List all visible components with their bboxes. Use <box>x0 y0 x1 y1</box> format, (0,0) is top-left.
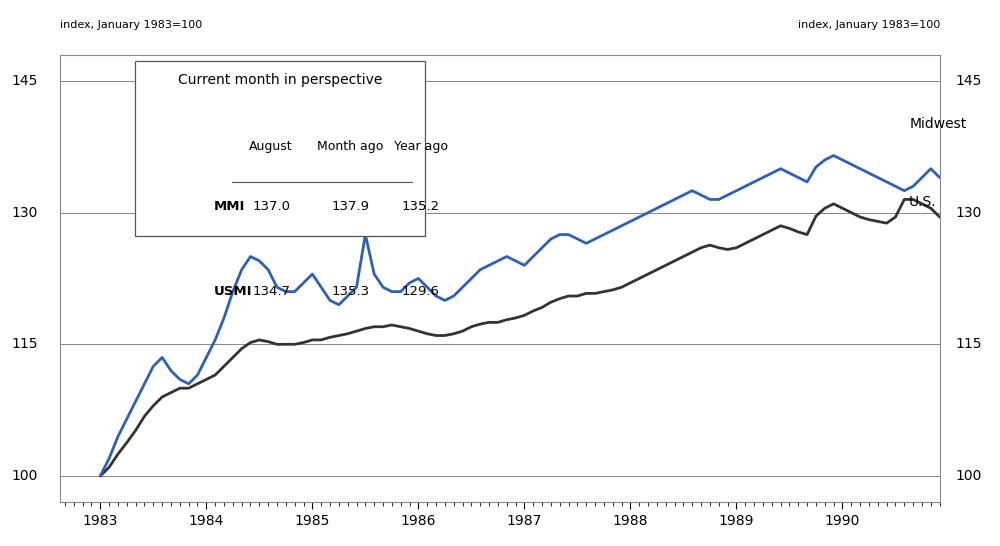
Text: 129.6: 129.6 <box>402 285 440 298</box>
Text: 130: 130 <box>956 206 982 219</box>
Text: 115: 115 <box>12 337 38 351</box>
Text: 100: 100 <box>12 469 38 483</box>
Text: Year ago: Year ago <box>394 140 448 153</box>
Text: index, January 1983=100: index, January 1983=100 <box>798 20 940 30</box>
Text: index, January 1983=100: index, January 1983=100 <box>60 20 202 30</box>
FancyBboxPatch shape <box>135 61 425 236</box>
Text: 135.2: 135.2 <box>402 200 440 213</box>
Text: MMI: MMI <box>214 200 245 213</box>
Text: Current month in perspective: Current month in perspective <box>178 73 382 86</box>
Text: August: August <box>249 140 293 153</box>
Text: 115: 115 <box>956 337 982 351</box>
Text: 145: 145 <box>12 74 38 88</box>
Text: 145: 145 <box>956 74 982 88</box>
Text: 135.3: 135.3 <box>331 285 369 298</box>
Text: USMI: USMI <box>214 285 252 298</box>
Text: 137.9: 137.9 <box>331 200 369 213</box>
Text: 134.7: 134.7 <box>252 285 290 298</box>
Text: U.S.: U.S. <box>909 195 937 209</box>
Text: 137.0: 137.0 <box>252 200 290 213</box>
Text: 130: 130 <box>12 206 38 219</box>
Text: Midwest: Midwest <box>909 117 966 131</box>
Text: Month ago: Month ago <box>317 140 384 153</box>
Text: 100: 100 <box>956 469 982 483</box>
